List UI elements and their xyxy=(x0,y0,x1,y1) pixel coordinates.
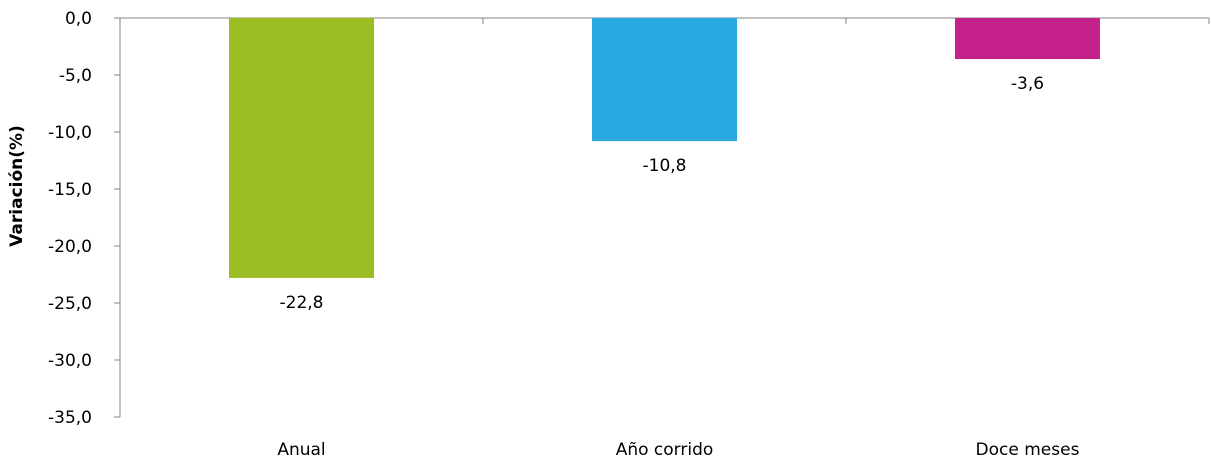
x-tick-label: Anual xyxy=(277,440,325,460)
bar xyxy=(229,18,374,278)
data-label: -10,8 xyxy=(643,156,687,176)
y-tick-label: -30,0 xyxy=(48,351,92,371)
y-tick-label: 0,0 xyxy=(65,9,92,29)
y-tick-label: -5,0 xyxy=(59,66,92,86)
x-tick-label: Año corrido xyxy=(616,440,714,460)
y-tick-label: -20,0 xyxy=(48,237,92,257)
bar xyxy=(955,18,1100,60)
bar xyxy=(592,18,737,142)
y-tick-label: -25,0 xyxy=(48,294,92,314)
y-tick-label: -35,0 xyxy=(48,408,92,428)
data-label: -22,8 xyxy=(280,293,324,313)
y-tick-label: -10,0 xyxy=(48,123,92,143)
x-tick-label: Doce meses xyxy=(976,440,1080,460)
data-label: -3,6 xyxy=(1011,74,1044,94)
y-axis-label: Variación(%) xyxy=(7,125,27,247)
plot-area: 0,0 -5,0 -10,0 -15,0 -20,0 -25,0 -30,0 -35,0 -22… xyxy=(48,9,1210,460)
y-tick-label: -15,0 xyxy=(48,180,92,200)
